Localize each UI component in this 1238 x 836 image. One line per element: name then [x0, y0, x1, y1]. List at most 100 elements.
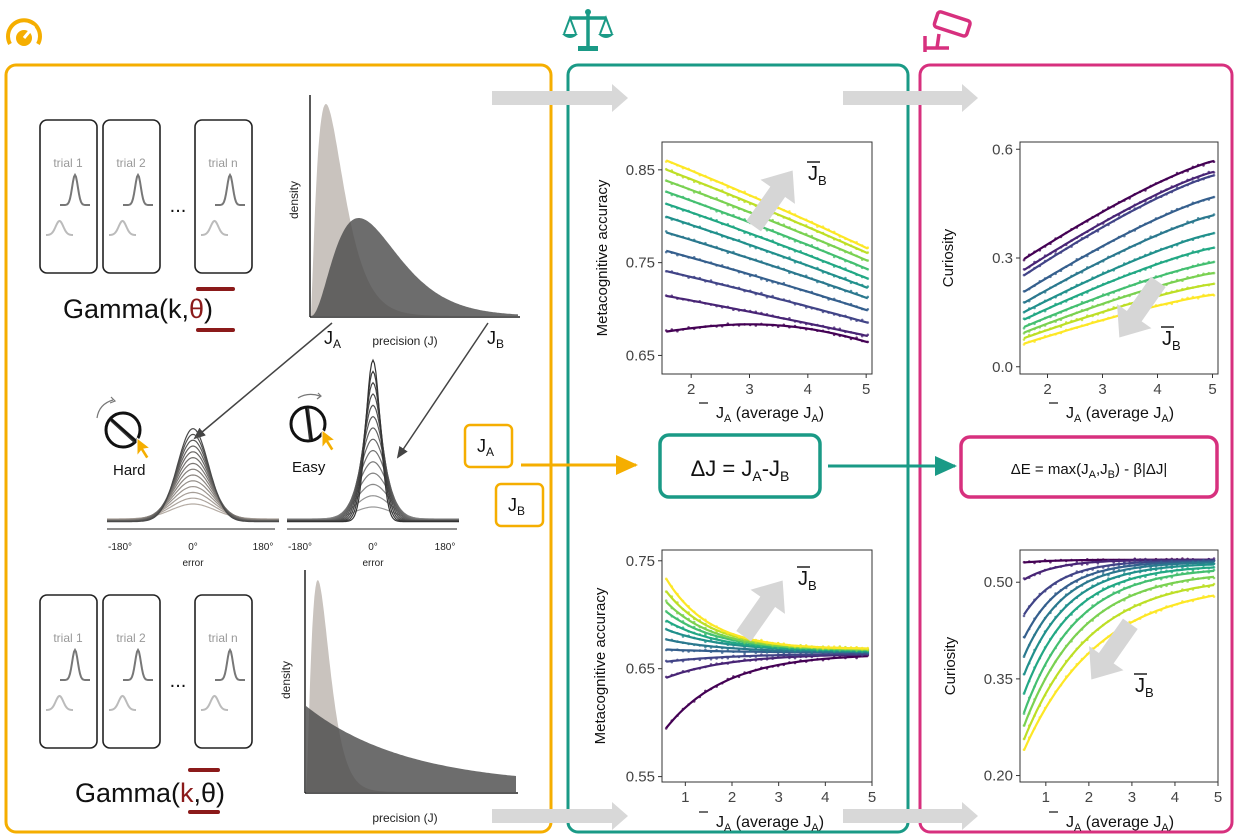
series-point — [698, 215, 702, 218]
series-point — [765, 640, 769, 644]
series-point — [1038, 310, 1042, 314]
series-point — [821, 310, 825, 314]
series-point — [1202, 559, 1205, 562]
series-point — [715, 304, 718, 308]
series-point — [1170, 583, 1174, 586]
series-point — [1027, 265, 1031, 269]
series-point — [1075, 570, 1079, 573]
series-point — [664, 659, 668, 663]
series-point — [709, 217, 713, 220]
series-point — [1159, 577, 1163, 581]
series-point — [1154, 562, 1158, 565]
series-point — [681, 254, 685, 257]
series-point — [1149, 562, 1152, 565]
series-point — [1165, 605, 1168, 608]
series-point — [776, 213, 780, 217]
series-point — [1091, 573, 1094, 576]
series-point — [737, 216, 741, 220]
series-point — [810, 265, 814, 269]
series-point — [664, 577, 668, 581]
series-point — [793, 654, 797, 657]
series-point — [1101, 271, 1105, 275]
series-point — [664, 329, 668, 332]
series-point — [1059, 293, 1063, 296]
jb-direction-arrow — [1117, 276, 1166, 338]
series-point — [1154, 564, 1158, 568]
series-point — [1196, 297, 1200, 300]
series-point — [799, 231, 802, 234]
series-point — [1027, 679, 1031, 683]
series-point — [1107, 577, 1110, 580]
series-point — [1117, 559, 1121, 563]
series-point — [732, 187, 735, 190]
series-point — [1112, 219, 1115, 223]
series-point — [1170, 209, 1174, 213]
series-point — [1107, 241, 1110, 245]
series-point — [754, 645, 758, 648]
series-point — [709, 244, 713, 248]
series-point — [1022, 655, 1026, 658]
series-point — [1191, 295, 1195, 299]
series-point — [670, 251, 674, 254]
series-point — [1165, 303, 1168, 306]
series-point — [1101, 580, 1105, 583]
series-point — [788, 237, 791, 240]
series-point — [1101, 559, 1105, 563]
series-point — [1207, 198, 1211, 201]
series-point — [855, 305, 858, 308]
series-point — [1123, 234, 1126, 238]
series-point — [720, 646, 724, 650]
density-plot-bottom: density precision (J) — [279, 570, 518, 825]
series-point — [765, 667, 769, 670]
series-point — [844, 237, 847, 241]
series-point — [832, 230, 836, 234]
series-point — [1154, 182, 1158, 185]
series-point — [1133, 582, 1137, 586]
series-point — [1043, 558, 1047, 562]
series-point — [1196, 273, 1200, 277]
series-point — [771, 218, 774, 222]
series-point — [1186, 239, 1189, 242]
series-point — [799, 216, 802, 220]
series-point — [827, 261, 830, 265]
series-point — [664, 620, 668, 623]
series-point — [670, 638, 674, 642]
series-point — [1043, 291, 1047, 294]
series-point — [1027, 696, 1031, 700]
series-point — [1064, 308, 1068, 312]
trial-card: trial n — [194, 594, 253, 749]
series-point — [720, 189, 724, 192]
series-point — [1212, 294, 1216, 297]
series-point — [704, 183, 707, 187]
series-point — [827, 272, 830, 275]
series-point — [737, 238, 741, 242]
series-point — [1191, 564, 1195, 567]
series-point — [732, 250, 735, 254]
jb-direction-arrow — [746, 170, 795, 232]
series-point — [1043, 646, 1047, 649]
series-point — [782, 281, 786, 285]
series-point — [715, 231, 718, 234]
series-point — [1064, 278, 1068, 282]
series-point — [743, 190, 746, 194]
series-point — [1086, 653, 1089, 656]
series-point — [1075, 236, 1079, 239]
series-point — [692, 631, 696, 635]
series-point — [1165, 283, 1168, 287]
dial-hard-icon — [96, 396, 152, 460]
series-point — [860, 318, 864, 322]
series-point — [1059, 318, 1063, 322]
series-point — [754, 324, 758, 327]
series-point — [692, 170, 696, 173]
series-point — [681, 235, 685, 239]
series-point — [855, 241, 858, 244]
series-point — [1101, 259, 1105, 263]
y-axis-label: Metacognitive accuracy — [594, 179, 611, 336]
series-point — [720, 656, 724, 660]
series-point — [726, 677, 730, 681]
series-point — [1038, 326, 1042, 329]
series-point — [1138, 269, 1142, 273]
err-tick-hard-right: 180° — [253, 542, 274, 553]
series-point — [1202, 262, 1205, 265]
series-point — [827, 284, 830, 288]
